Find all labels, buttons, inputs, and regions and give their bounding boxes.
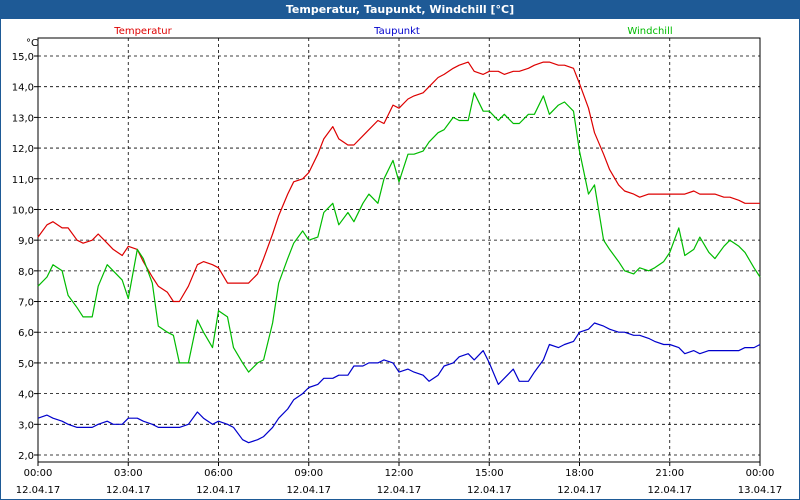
x-tick-date: 12.04.17 <box>106 485 151 496</box>
legend-temperatur: Temperatur <box>113 26 172 37</box>
x-tick-time: 00:00 <box>746 468 775 479</box>
x-tick-date: 12.04.17 <box>557 485 602 496</box>
y-tick-label: 7,0 <box>18 298 34 309</box>
y-tick-label: 9,0 <box>18 236 34 247</box>
grid <box>38 38 760 462</box>
legend-taupunkt: Taupunkt <box>373 26 420 37</box>
y-tick-label: 12,0 <box>12 144 34 155</box>
y-tick-label: 2,0 <box>18 451 34 462</box>
y-axis-label: °C <box>26 38 38 49</box>
series-lines <box>37 61 761 444</box>
x-tick-time: 18:00 <box>565 468 594 479</box>
x-tick-date: 12.04.17 <box>377 485 422 496</box>
window-title: Temperatur, Taupunkt, Windchill [°C] <box>1 1 799 19</box>
legend: Temperatur Taupunkt Windchill <box>113 26 672 37</box>
x-tick-date: 12.04.17 <box>286 485 331 496</box>
y-tick-label: 14,0 <box>12 83 34 94</box>
y-tick-label: 10,0 <box>12 205 34 216</box>
x-tick-time: 09:00 <box>294 468 323 479</box>
x-tick-time: 15:00 <box>475 468 504 479</box>
x-axis: 00:00 12.04.17 03:00 12.04.17 06:00 12.04.17 0… <box>16 462 783 496</box>
y-tick-label: 6,0 <box>18 328 34 339</box>
x-tick-time: 12:00 <box>385 468 414 479</box>
y-tick-label: 3,0 <box>18 420 34 431</box>
y-tick-label: 11,0 <box>12 175 34 186</box>
x-tick-date: 12.04.17 <box>467 485 512 496</box>
series-line-windchill <box>37 92 761 373</box>
series-line-taupunkt <box>37 322 761 444</box>
legend-windchill: Windchill <box>627 26 672 37</box>
x-tick-date: 12.04.17 <box>196 485 241 496</box>
x-tick-date: 13.04.17 <box>738 485 783 496</box>
y-tick-label: 4,0 <box>18 390 34 401</box>
y-tick-label: 15,0 <box>12 52 34 63</box>
y-tick-label: 13,0 <box>12 113 34 124</box>
y-axis: 2,0 3,0 4,0 5,0 6,0 7,0 8,0 9,0 10,0 11,0 12,0 13,0… <box>12 52 38 462</box>
x-tick-time: 06:00 <box>204 468 233 479</box>
series-line-temperatur <box>37 61 760 303</box>
y-tick-label: 8,0 <box>18 267 34 278</box>
x-tick-time: 03:00 <box>114 468 143 479</box>
x-tick-date: 12.04.17 <box>647 485 692 496</box>
y-tick-label: 5,0 <box>18 359 34 370</box>
x-tick-time: 00:00 <box>24 468 53 479</box>
x-tick-time: 21:00 <box>655 468 684 479</box>
x-tick-date: 12.04.17 <box>16 485 61 496</box>
